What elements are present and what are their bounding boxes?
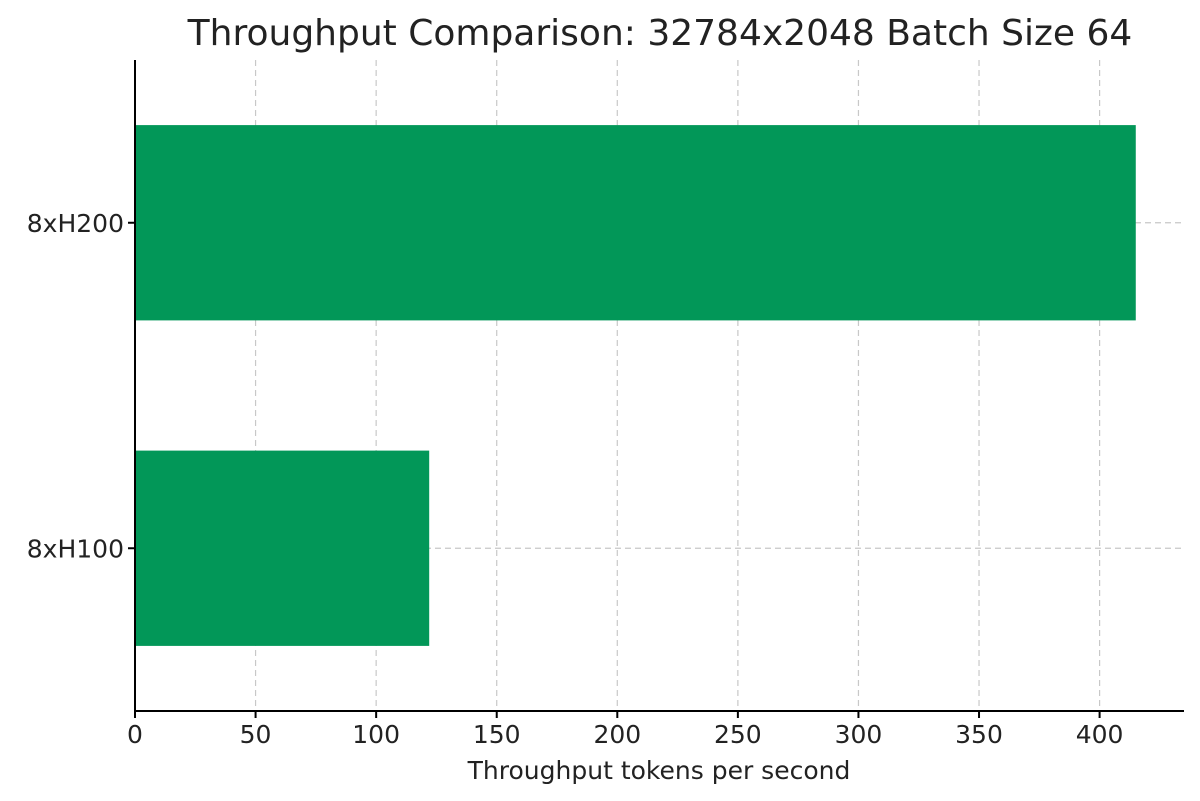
bar-8xh200 [135,125,1136,321]
y-tick-label: 8xH200 [27,209,124,238]
axes [128,60,1184,718]
bar-8xh100 [135,450,430,646]
x-tick-label: 50 [240,720,272,749]
x-tick-label: 100 [352,720,400,749]
bars [135,125,1136,646]
x-tick-label: 200 [593,720,641,749]
x-axis-label: Throughput tokens per second [467,756,851,785]
tick-labels: 0 50 100 150 200 250 300 350 400 8xH100 8xH200 [27,209,1124,749]
chart-title: Throughput Comparison: 32784x2048 Batch … [187,13,1133,54]
x-tick-label: 150 [473,720,521,749]
x-tick-label: 0 [127,720,143,749]
x-tick-label: 400 [1076,720,1124,749]
x-tick-label: 350 [955,720,1003,749]
x-tick-label: 250 [714,720,762,749]
x-tick-label: 300 [835,720,883,749]
y-tick-label: 8xH100 [27,534,124,563]
